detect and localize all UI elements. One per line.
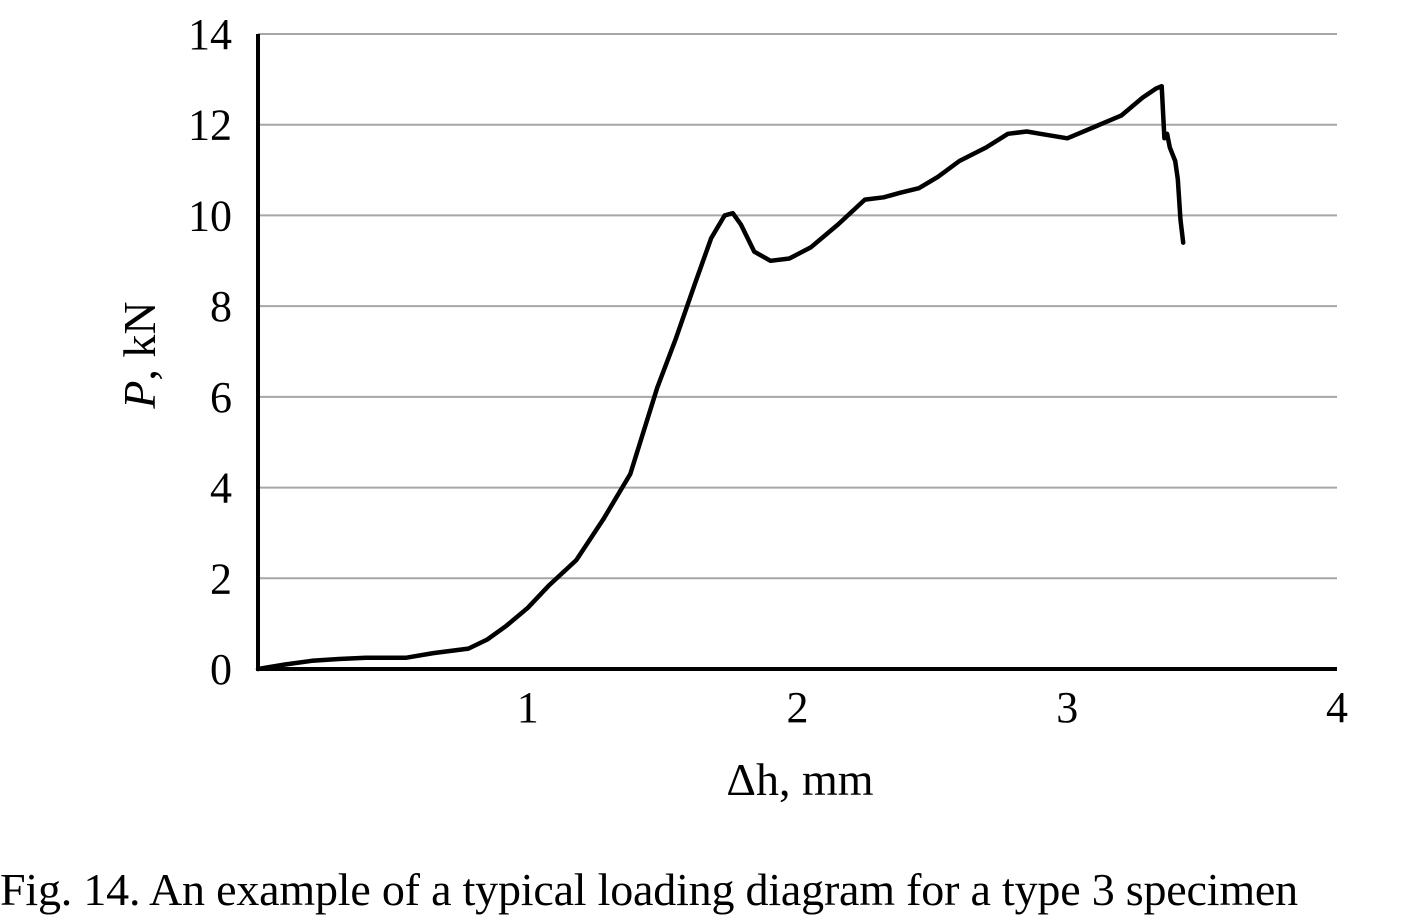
series-layer — [255, 83, 1186, 672]
y-axis-title-symbol: P — [114, 381, 165, 410]
x-tick-label-2: 2 — [787, 683, 809, 732]
y-tick-label-8: 8 — [210, 282, 232, 331]
y-axis-title-unit: , kN — [114, 301, 165, 380]
y-tick-label-10: 10 — [188, 191, 232, 240]
x-tick-label-3: 3 — [1056, 683, 1078, 732]
series-line-0 — [255, 83, 1186, 672]
y-tick-label-14: 14 — [188, 10, 232, 59]
y-tick-label-4: 4 — [210, 464, 232, 513]
y-tick-label-0: 0 — [210, 645, 232, 694]
y-tick-label-12: 12 — [188, 101, 232, 150]
axes — [256, 34, 1337, 671]
figure-caption: Fig. 14. An example of a typical loading… — [0, 864, 1298, 915]
y-tick-label-2: 2 — [210, 554, 232, 603]
grid-lines — [258, 33, 1337, 580]
x-tick-label-1: 1 — [517, 683, 539, 732]
x-tick-label-4: 4 — [1326, 683, 1348, 732]
x-axis-title: Δh, mm — [726, 754, 873, 805]
y-tick-label-6: 6 — [210, 373, 232, 422]
y-axis-title: P, kN — [114, 301, 165, 409]
